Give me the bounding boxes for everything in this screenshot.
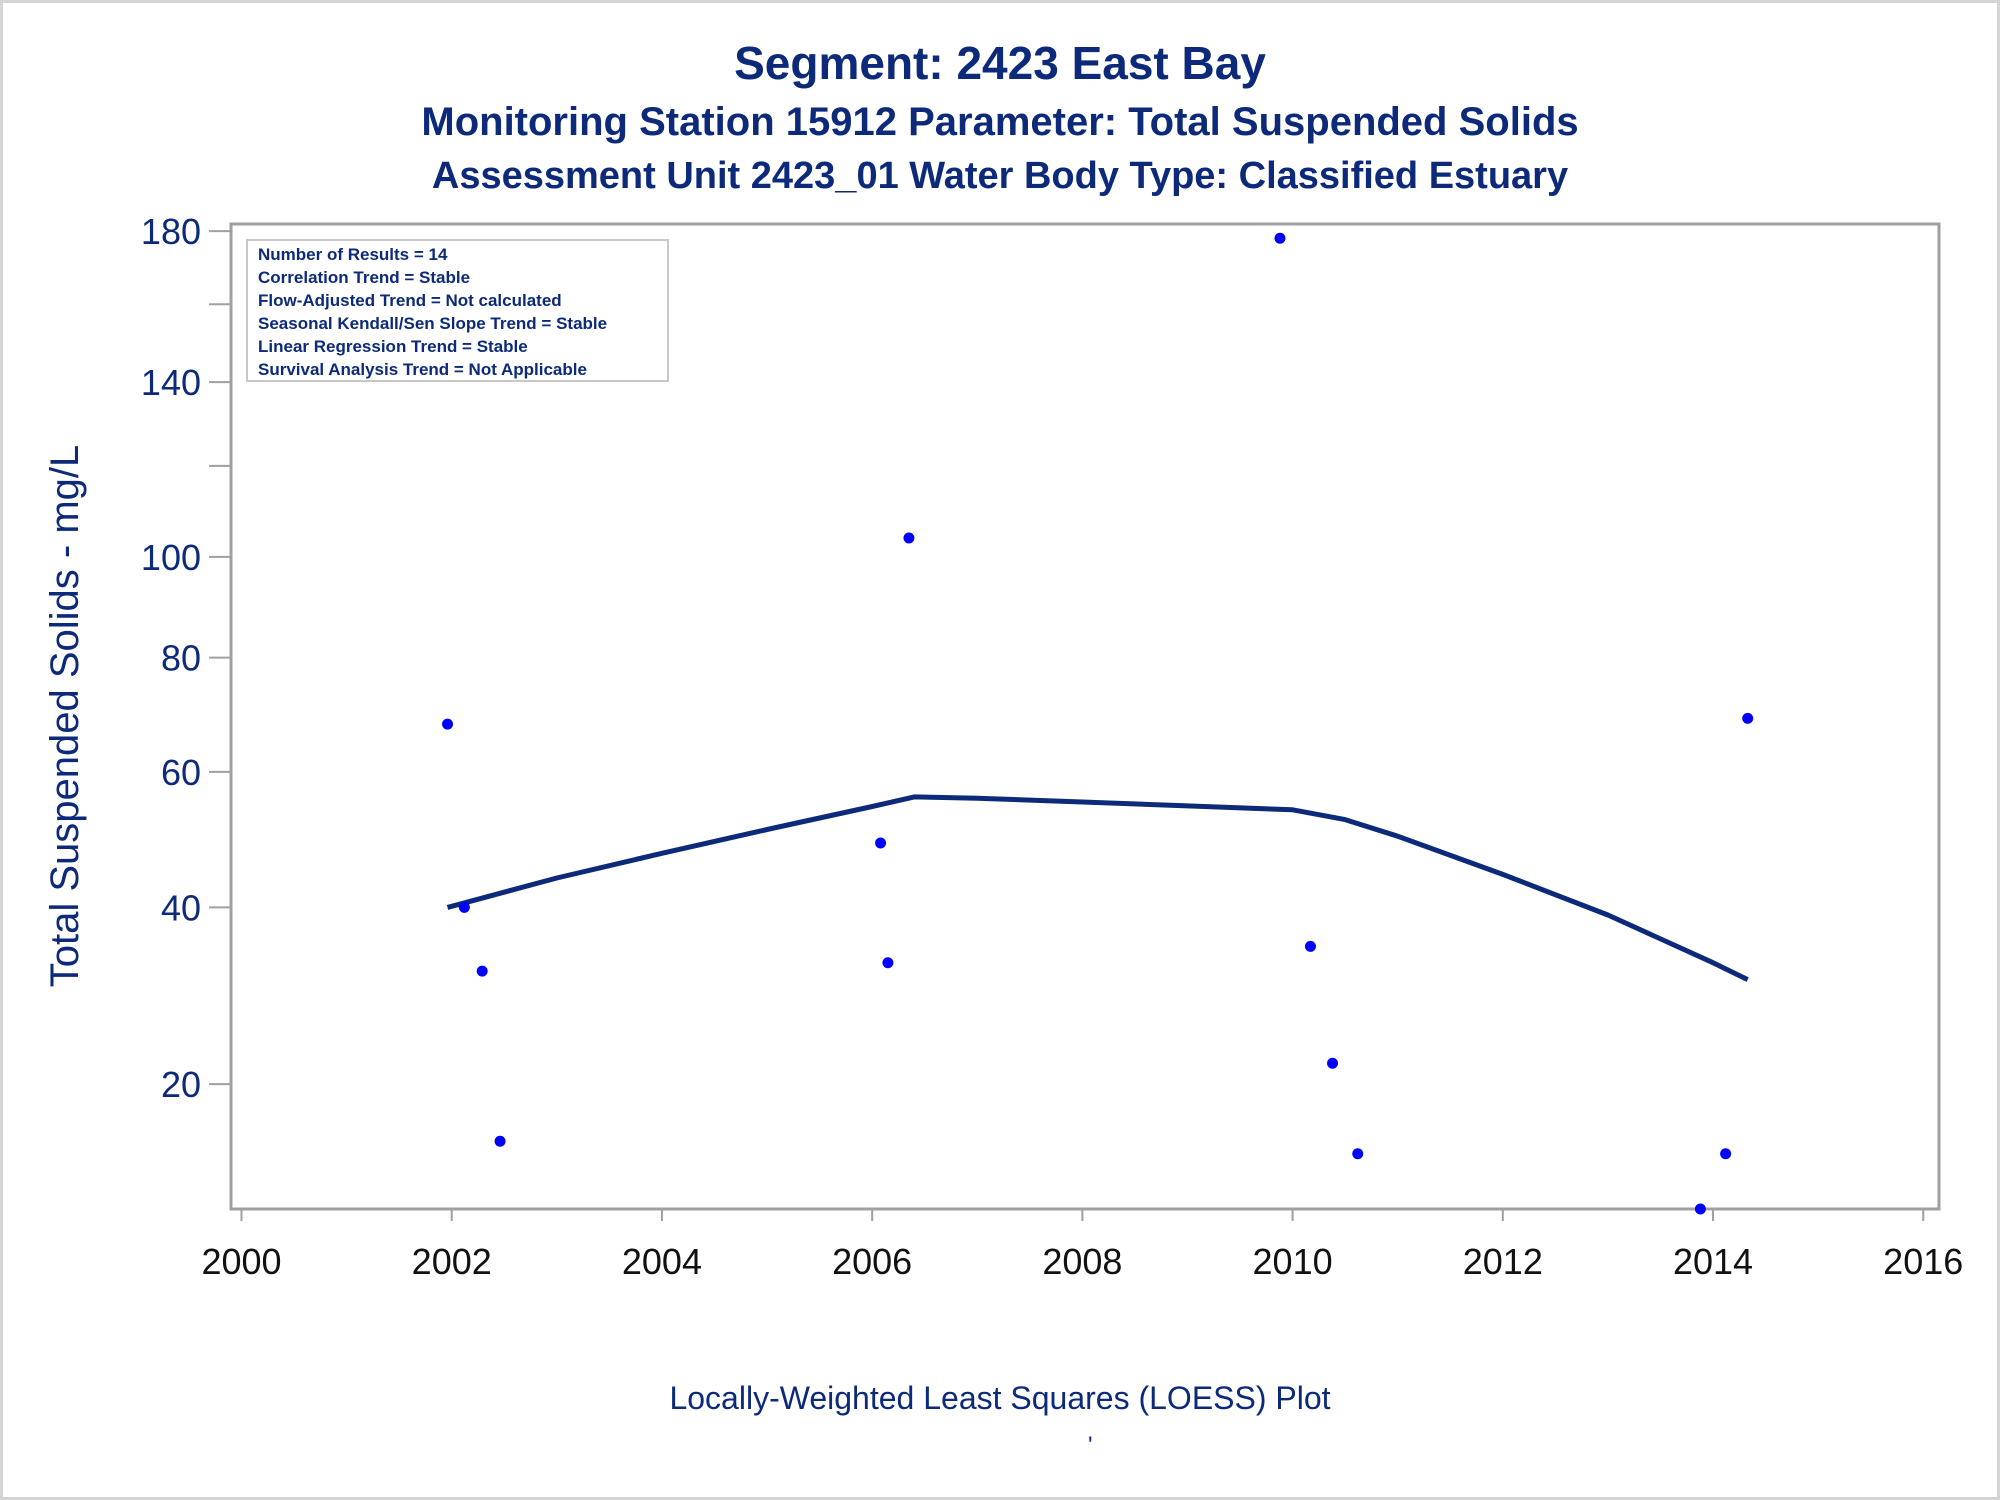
data-point bbox=[458, 901, 470, 913]
x-axis: 2000 2002 2004 2006 2008 2010 2012 2014 2016 bbox=[201, 1209, 1963, 1282]
x-tick-label: 2006 bbox=[832, 1241, 912, 1282]
chart-title-assessment: Assessment Unit 2423_01 Water Body Type:… bbox=[431, 155, 1569, 197]
data-point bbox=[442, 718, 454, 730]
chart-title-station: Monitoring Station 15912 Parameter: Tota… bbox=[421, 100, 1579, 144]
data-point bbox=[903, 532, 915, 544]
y-tick-label: 40 bbox=[161, 887, 201, 928]
loess-layer bbox=[446, 794, 1749, 982]
legend-entry: Linear Regression Trend = Stable bbox=[258, 337, 528, 356]
y-axis-label: Total Suspended Solids - mg/L bbox=[43, 445, 87, 988]
legend-entry: Correlation Trend = Stable bbox=[258, 268, 470, 287]
chart-title-segment: Segment: 2423 East Bay bbox=[734, 37, 1266, 89]
x-tick-label: 2004 bbox=[622, 1241, 702, 1282]
data-point bbox=[494, 1135, 506, 1147]
legend-entry: Seasonal Kendall/Sen Slope Trend = Stabl… bbox=[258, 314, 607, 333]
data-point bbox=[882, 957, 894, 969]
data-point bbox=[1274, 232, 1286, 244]
x-tick-label: 2000 bbox=[201, 1241, 281, 1282]
plot-area-frame bbox=[229, 222, 1941, 1211]
y-axis: 20 40 60 80 100 140 180 bbox=[141, 211, 231, 1105]
points-layer bbox=[442, 232, 1754, 1215]
data-point bbox=[875, 837, 887, 849]
data-point bbox=[1352, 1148, 1364, 1160]
x-tick-label: 2014 bbox=[1673, 1241, 1753, 1282]
x-tick-label: 2010 bbox=[1253, 1241, 1333, 1282]
legend-entry: Number of Results = 14 bbox=[258, 245, 448, 264]
y-tick-label: 100 bbox=[141, 537, 201, 578]
footnote-loess: Locally-Weighted Least Squares (LOESS) P… bbox=[669, 1380, 1331, 1416]
loess-line bbox=[446, 794, 1749, 982]
data-point bbox=[1694, 1203, 1706, 1215]
x-tick-label: 2012 bbox=[1463, 1241, 1543, 1282]
data-point bbox=[476, 965, 488, 977]
y-tick-label: 140 bbox=[141, 362, 201, 403]
footnote-mark: ' bbox=[1088, 1432, 1093, 1459]
y-tick-label: 20 bbox=[161, 1064, 201, 1105]
legend-entry: Flow-Adjusted Trend = Not calculated bbox=[258, 291, 562, 310]
y-tick-label: 180 bbox=[141, 211, 201, 252]
data-point bbox=[1742, 712, 1754, 724]
data-point bbox=[1720, 1148, 1732, 1160]
legend-frame bbox=[246, 239, 669, 382]
x-tick-label: 2002 bbox=[412, 1241, 492, 1282]
y-tick-label: 80 bbox=[161, 638, 201, 679]
y-tick-label: 60 bbox=[161, 752, 201, 793]
x-tick-label: 2008 bbox=[1042, 1241, 1122, 1282]
data-point bbox=[1304, 940, 1316, 952]
legend-box: Number of Results = 14 Correlation Trend … bbox=[246, 239, 669, 382]
data-point bbox=[1327, 1057, 1339, 1069]
x-tick-label: 2016 bbox=[1883, 1241, 1963, 1282]
legend-entry: Survival Analysis Trend = Not Applicable bbox=[258, 360, 587, 379]
